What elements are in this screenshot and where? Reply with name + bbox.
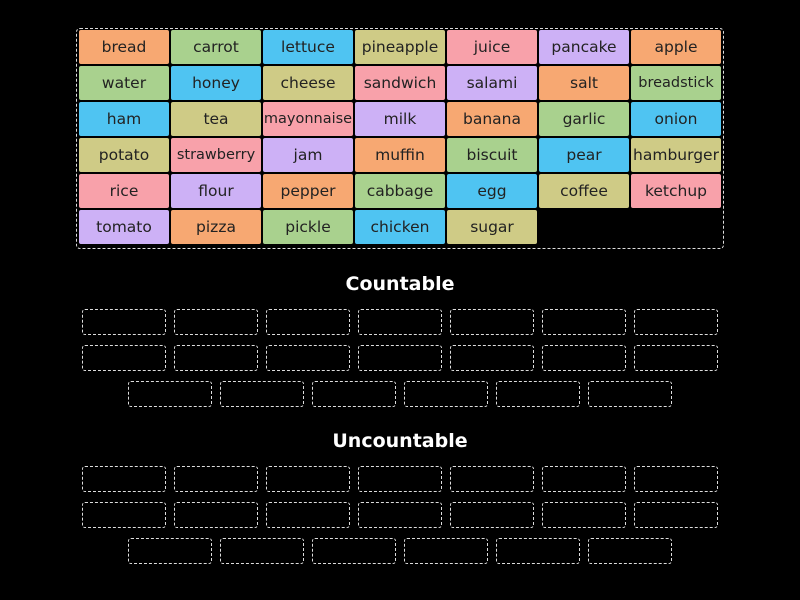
word-tile[interactable]: biscuit [447, 138, 537, 172]
word-tile[interactable]: lettuce [263, 30, 353, 64]
word-tile[interactable]: pickle [263, 210, 353, 244]
drop-slot[interactable] [266, 502, 350, 528]
drop-slot[interactable] [358, 466, 442, 492]
word-tile[interactable]: pear [539, 138, 629, 172]
drop-slot[interactable] [266, 309, 350, 335]
word-tile[interactable]: apple [631, 30, 721, 64]
drop-slot[interactable] [542, 502, 626, 528]
word-tile[interactable]: coffee [539, 174, 629, 208]
word-tile[interactable]: onion [631, 102, 721, 136]
drop-slot[interactable] [634, 309, 718, 335]
word-tile[interactable]: banana [447, 102, 537, 136]
drop-slot[interactable] [266, 466, 350, 492]
word-tile[interactable]: strawberry [171, 138, 261, 172]
word-tile[interactable]: rice [79, 174, 169, 208]
drop-slot[interactable] [588, 538, 672, 564]
word-tile[interactable]: breadstick [631, 66, 721, 100]
drop-slot[interactable] [312, 538, 396, 564]
word-tile[interactable]: flour [171, 174, 261, 208]
drop-slot[interactable] [496, 538, 580, 564]
word-tile[interactable]: pineapple [355, 30, 445, 64]
word-tile[interactable]: pepper [263, 174, 353, 208]
drop-slot[interactable] [542, 466, 626, 492]
drop-slot[interactable] [174, 309, 258, 335]
word-tile[interactable]: carrot [171, 30, 261, 64]
word-tile[interactable]: pizza [171, 210, 261, 244]
drop-slot[interactable] [496, 381, 580, 407]
drop-slot[interactable] [634, 345, 718, 371]
drop-slot[interactable] [358, 345, 442, 371]
word-tile[interactable]: bread [79, 30, 169, 64]
drop-slot[interactable] [128, 381, 212, 407]
drop-slot[interactable] [542, 309, 626, 335]
drop-slot[interactable] [404, 538, 488, 564]
drop-slot[interactable] [450, 345, 534, 371]
word-tile[interactable]: cheese [263, 66, 353, 100]
drop-slot[interactable] [128, 538, 212, 564]
drop-slot[interactable] [82, 466, 166, 492]
drop-slot[interactable] [82, 345, 166, 371]
drop-slot[interactable] [588, 381, 672, 407]
drop-slot[interactable] [174, 466, 258, 492]
word-tile[interactable]: cabbage [355, 174, 445, 208]
word-tile[interactable]: tea [171, 102, 261, 136]
drop-slot[interactable] [450, 502, 534, 528]
word-tile[interactable]: chicken [355, 210, 445, 244]
word-tile[interactable]: potato [79, 138, 169, 172]
word-tile[interactable]: mayonnaise [263, 102, 353, 136]
word-tile[interactable]: ham [79, 102, 169, 136]
drop-slot[interactable] [174, 502, 258, 528]
group-heading: Countable [345, 273, 455, 295]
word-tile[interactable]: water [79, 66, 169, 100]
word-tile[interactable]: salami [447, 66, 537, 100]
word-tile[interactable]: sugar [447, 210, 537, 244]
drop-slot[interactable] [220, 538, 304, 564]
drop-slot[interactable] [82, 309, 166, 335]
group-heading: Uncountable [332, 430, 468, 452]
word-tile[interactable]: jam [263, 138, 353, 172]
drop-slot[interactable] [174, 345, 258, 371]
word-tile[interactable]: muffin [355, 138, 445, 172]
drop-slot[interactable] [220, 381, 304, 407]
word-tile[interactable]: sandwich [355, 66, 445, 100]
drop-slot[interactable] [542, 345, 626, 371]
drop-slot[interactable] [404, 381, 488, 407]
drop-slot[interactable] [358, 502, 442, 528]
drop-slot[interactable] [358, 309, 442, 335]
drop-slot[interactable] [450, 466, 534, 492]
word-bank [76, 28, 724, 249]
word-tile[interactable]: ketchup [631, 174, 721, 208]
word-tile[interactable]: juice [447, 30, 537, 64]
drop-slot[interactable] [450, 309, 534, 335]
word-tile[interactable]: egg [447, 174, 537, 208]
word-tile[interactable]: salt [539, 66, 629, 100]
word-tile[interactable]: tomato [79, 210, 169, 244]
word-tile[interactable]: hamburger [631, 138, 721, 172]
drop-slot[interactable] [82, 502, 166, 528]
word-tile[interactable]: pancake [539, 30, 629, 64]
drop-slot[interactable] [312, 381, 396, 407]
drop-slot[interactable] [634, 466, 718, 492]
drop-slot[interactable] [634, 502, 718, 528]
drop-slot[interactable] [266, 345, 350, 371]
word-tile[interactable]: garlic [539, 102, 629, 136]
word-tile[interactable]: milk [355, 102, 445, 136]
word-tile[interactable]: honey [171, 66, 261, 100]
